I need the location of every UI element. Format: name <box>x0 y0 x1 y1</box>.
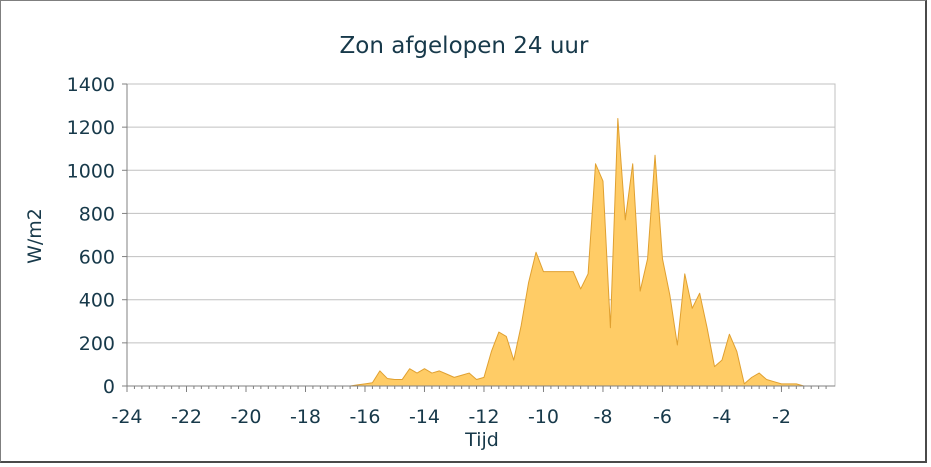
x-tick-label: -2 <box>772 406 791 428</box>
x-tick-label: -4 <box>712 406 731 428</box>
x-tick-label: -6 <box>653 406 672 428</box>
area-layer <box>126 118 827 387</box>
x-tick-label: -12 <box>468 406 499 428</box>
y-axis-label: W/m2 <box>24 208 46 264</box>
x-axis-label: Tijd <box>464 429 499 451</box>
x-tick-labels: -24 -22 -20 -18 -16 -14 -12 -10 -8 -6 -4 -2 <box>111 406 790 428</box>
y-tick-label: 0 <box>103 376 115 398</box>
chart-title: Zon afgelopen 24 uur <box>340 33 589 59</box>
x-tick-label: -16 <box>349 406 380 428</box>
x-tick-label: -22 <box>171 406 202 428</box>
y-tick-label: 800 <box>79 203 115 225</box>
x-tick-label: -14 <box>409 406 440 428</box>
y-tick-label: 200 <box>79 333 115 355</box>
grid-layer <box>126 83 836 387</box>
x-tick-label: -24 <box>111 406 142 428</box>
solar-area-series <box>126 118 827 387</box>
x-tick-label: -8 <box>593 406 612 428</box>
y-tick-label: 600 <box>79 247 115 269</box>
y-tick-labels: 0 200 400 600 800 1000 1200 1400 <box>67 74 115 398</box>
axis-layer <box>122 83 835 392</box>
y-tick-label: 1400 <box>67 74 115 96</box>
x-tick-label: -18 <box>290 406 321 428</box>
y-tick-label: 1200 <box>67 117 115 139</box>
y-tick-label: 1000 <box>67 160 115 182</box>
x-tick-label: -20 <box>230 406 261 428</box>
y-tick-label: 400 <box>79 290 115 312</box>
x-tick-label: -10 <box>528 406 559 428</box>
